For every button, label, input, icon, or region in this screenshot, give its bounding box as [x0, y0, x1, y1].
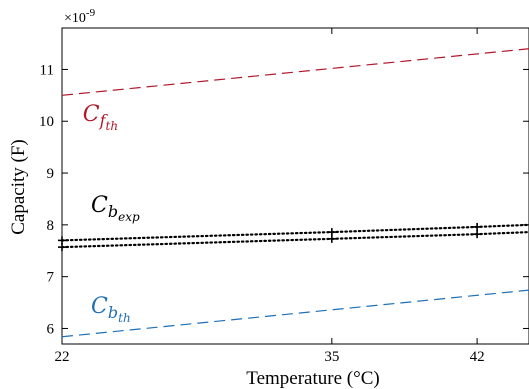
- y-exponent-label: ×10-9: [64, 7, 96, 26]
- curve-label-0: Cfth: [83, 102, 118, 133]
- y-axis-title: Capacity (F): [8, 139, 29, 235]
- x-tick-label: 22: [55, 349, 70, 365]
- axes: 22 35 42 6 7 8 9 10 11: [39, 28, 529, 365]
- data-point-marker: [473, 222, 482, 231]
- data-point-marker: [327, 228, 336, 237]
- y-exponent-power: -9: [86, 7, 96, 19]
- y-tick-label: 8: [47, 218, 55, 234]
- y-tick-label: 10: [39, 114, 54, 130]
- data-point-marker: [327, 234, 336, 243]
- x-tick-label: 42: [470, 349, 485, 365]
- series-group: [58, 48, 529, 338]
- x-tick-label: 35: [324, 349, 339, 365]
- y-tick-label: 7: [47, 270, 55, 286]
- y-tick-label: 6: [47, 321, 55, 337]
- series-line-0: [61, 48, 529, 96]
- series-line-3: [61, 289, 529, 338]
- plot-area: [61, 27, 529, 345]
- curve-label-1: Cbexp: [91, 193, 140, 224]
- y-tick-label: 9: [47, 166, 55, 182]
- data-point-marker: [58, 243, 66, 252]
- series-line-2: [60, 231, 529, 249]
- curve-label-3: Cbth: [91, 294, 131, 325]
- data-point-marker: [473, 230, 482, 239]
- y-tick-label: 11: [40, 62, 54, 78]
- data-point-marker: [58, 236, 66, 245]
- curve-labels: Cfth Cbexp Cbth: [83, 102, 140, 325]
- series-line-1: [60, 223, 529, 242]
- x-axis-title: Temperature (°C): [246, 368, 379, 389]
